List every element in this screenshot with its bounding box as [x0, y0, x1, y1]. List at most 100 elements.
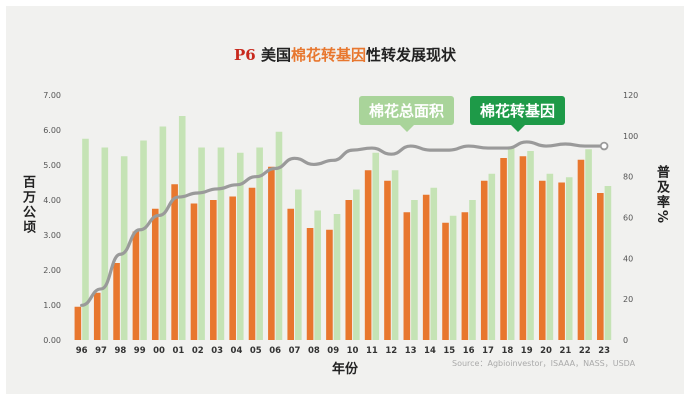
y-axis-left-label: 百万公顷 — [20, 175, 35, 235]
gm-bar — [422, 194, 430, 340]
title-highlight: 棉花转基因 — [290, 46, 366, 64]
gm-bar — [519, 156, 527, 340]
y-right-tick-label: 80 — [623, 173, 633, 182]
x-tick-label: 98 — [114, 346, 126, 356]
x-tick-label: 04 — [231, 346, 243, 356]
x-tick-label: 06 — [269, 346, 281, 356]
y-left-tick-label: 1.00 — [43, 301, 61, 310]
x-tick-label: 11 — [366, 346, 378, 356]
gm-bar — [190, 203, 198, 340]
y-left-tick-label: 2.00 — [43, 266, 61, 275]
x-tick-label: 16 — [463, 346, 475, 356]
gm-bar — [210, 200, 217, 340]
area-bar — [217, 147, 225, 340]
y-left-tick-label: 6.00 — [43, 126, 61, 135]
adoption-line-end-marker — [599, 141, 609, 151]
x-tick-label: 20 — [540, 346, 552, 356]
y-right-tick-label: 100 — [623, 132, 638, 141]
gm-bar — [364, 170, 372, 340]
x-tick-label: 10 — [347, 346, 359, 356]
y-axis-right-ticks: 0 20 40 60 80 100 120 — [623, 91, 638, 345]
x-tick-label: 05 — [250, 346, 262, 356]
area-bar — [372, 152, 380, 340]
x-tick-label: 96 — [76, 346, 88, 356]
area-bar — [411, 200, 418, 340]
x-tick-label: 23 — [598, 346, 610, 356]
area-bar — [469, 200, 476, 340]
area-bar — [430, 187, 438, 340]
x-tick-label: 12 — [385, 346, 397, 356]
y-left-tick-label: 5.00 — [43, 161, 61, 170]
gm-bar — [74, 306, 82, 340]
gm-bar — [132, 231, 140, 340]
gm-bars — [74, 156, 604, 340]
area-bar — [585, 149, 592, 340]
area-bar — [82, 138, 89, 340]
gm-bar — [326, 229, 333, 340]
y-right-tick-label: 60 — [623, 214, 633, 223]
gm-bar — [171, 184, 178, 340]
y-right-tick-label: 20 — [623, 295, 633, 304]
area-bar — [295, 189, 302, 340]
y-right-tick-label: 0 — [623, 336, 628, 345]
y-axis-right-label: 普及率% — [654, 165, 669, 226]
area-bars — [82, 116, 612, 340]
x-tick-label: 21 — [560, 346, 572, 356]
gm-bar — [597, 193, 604, 340]
callout-total-area: 棉花总面积 — [359, 96, 455, 132]
y-right-tick-label: 40 — [623, 254, 633, 263]
adoption-line — [80, 140, 609, 307]
gm-bar — [248, 187, 256, 340]
gm-bar — [229, 196, 236, 340]
area-bar — [353, 189, 360, 340]
title-part3: 性转发展现状 — [365, 46, 456, 64]
title-part1: 美国 — [255, 46, 291, 64]
gm-bar — [287, 208, 295, 340]
y-left-tick-label: 4.00 — [43, 196, 61, 205]
x-tick-label: 22 — [579, 346, 591, 356]
gm-bar — [538, 180, 546, 340]
area-bar — [256, 147, 263, 340]
area-bar — [507, 147, 515, 340]
x-tick-label: 09 — [327, 346, 339, 356]
area-bar — [101, 147, 109, 340]
y-left-tick-label: 3.00 — [43, 231, 61, 240]
gm-bar — [500, 158, 507, 340]
y-left-tick-label: 7.00 — [43, 91, 61, 100]
callout-gm-cotton: 棉花转基因 — [470, 96, 566, 132]
gm-bar — [306, 228, 314, 340]
gm-bar — [268, 166, 275, 340]
gm-bar — [461, 212, 469, 340]
gm-bar — [480, 180, 488, 340]
gm-bar — [93, 292, 101, 340]
area-bar — [449, 215, 457, 340]
x-tick-label: 08 — [308, 346, 320, 356]
x-tick-label: 19 — [521, 346, 533, 356]
x-tick-label: 00 — [153, 346, 165, 356]
x-axis-label: 年份 — [331, 362, 358, 377]
gm-bar — [345, 200, 353, 340]
area-bar — [546, 173, 554, 340]
area-bar — [120, 156, 128, 340]
area-bar — [391, 170, 399, 340]
area-bar — [333, 214, 341, 340]
x-tick-label: 07 — [289, 346, 301, 356]
area-bar — [488, 173, 496, 340]
area-bar — [565, 177, 573, 340]
area-bar — [314, 210, 321, 340]
area-bar — [140, 140, 147, 340]
x-axis-ticks: 96 97 98 99 00 01 02 03 04 05 06 07 08 09 10 11 12 13 14 15… — [76, 346, 610, 356]
gm-bar — [577, 159, 585, 340]
source-note: Source：Agbioinvestor，ISAAA，NASS，USDA — [452, 359, 636, 368]
title-prefix: P6 — [234, 46, 256, 64]
area-bar — [198, 147, 205, 340]
area-bar — [159, 126, 167, 340]
area-bar — [604, 186, 612, 340]
x-tick-label: 18 — [501, 346, 513, 356]
adoption-line-path — [80, 140, 606, 307]
x-tick-label: 15 — [443, 346, 455, 356]
x-tick-label: 17 — [482, 346, 494, 356]
x-tick-label: 14 — [424, 346, 436, 356]
y-axis-left-ticks: 0.00 1.00 2.00 3.00 4.00 5.00 6.00 7.00 — [43, 91, 61, 345]
